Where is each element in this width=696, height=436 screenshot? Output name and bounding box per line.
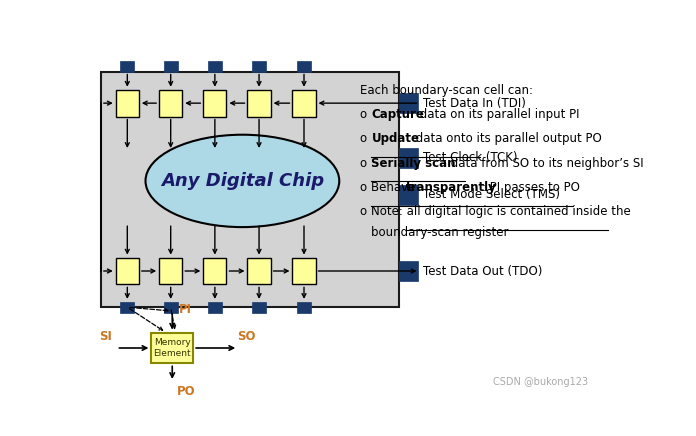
Text: Update: Update [372, 133, 420, 145]
Bar [400, 148, 418, 168]
Bar [297, 302, 311, 313]
Text: Each boundary-scan cell can:: Each boundary-scan cell can: [360, 84, 533, 97]
Bar [292, 258, 315, 284]
Text: o: o [360, 205, 367, 218]
Bar [400, 261, 418, 281]
Text: data onto its parallel output PO: data onto its parallel output PO [412, 133, 601, 145]
Bar [116, 90, 139, 116]
Bar [164, 61, 177, 72]
Bar [297, 61, 311, 72]
Text: SI: SI [99, 330, 112, 343]
Text: Test Clock (TCK): Test Clock (TCK) [422, 151, 517, 164]
Text: o: o [360, 133, 367, 145]
Text: Test Data Out (TDO): Test Data Out (TDO) [422, 265, 542, 277]
Text: Note: all digital logic is contained inside the: Note: all digital logic is contained ins… [372, 205, 631, 218]
Text: PO: PO [177, 385, 196, 398]
Bar [292, 90, 315, 116]
Text: o: o [360, 157, 367, 170]
Bar [400, 185, 418, 205]
Text: : PI passes to PO: : PI passes to PO [482, 181, 580, 194]
Bar [247, 258, 271, 284]
Bar [203, 90, 226, 116]
Text: CSDN @bukong123: CSDN @bukong123 [493, 377, 588, 387]
Bar [116, 258, 139, 284]
Text: transparently: transparently [406, 181, 497, 194]
Bar [203, 258, 226, 284]
Text: PI: PI [178, 303, 191, 316]
Bar [164, 302, 177, 313]
Text: Test Data In (TDI): Test Data In (TDI) [422, 97, 525, 109]
Text: SO: SO [237, 330, 256, 343]
Text: Memory
Element: Memory Element [153, 338, 191, 358]
Bar [400, 93, 418, 113]
Bar [159, 258, 182, 284]
Bar [252, 302, 266, 313]
Text: Capture: Capture [372, 108, 425, 121]
Text: data from SO to its neighbor’s SI: data from SO to its neighbor’s SI [447, 157, 643, 170]
Text: data on its parallel input PI: data on its parallel input PI [416, 108, 579, 121]
Text: o: o [360, 181, 367, 194]
Bar [208, 302, 222, 313]
Bar [159, 90, 182, 116]
Bar [101, 72, 400, 307]
Text: boundary-scan register: boundary-scan register [372, 226, 509, 239]
Ellipse shape [145, 135, 339, 227]
Bar [120, 302, 134, 313]
Text: Serially scan: Serially scan [372, 157, 456, 170]
Text: Behave: Behave [372, 181, 420, 194]
Bar [208, 61, 222, 72]
Bar [120, 61, 134, 72]
Bar [247, 90, 271, 116]
Text: Test Mode Select (TMS): Test Mode Select (TMS) [422, 188, 560, 201]
Bar [252, 61, 266, 72]
Text: Any Digital Chip: Any Digital Chip [161, 172, 324, 190]
Bar [151, 333, 193, 363]
Text: o: o [360, 108, 367, 121]
